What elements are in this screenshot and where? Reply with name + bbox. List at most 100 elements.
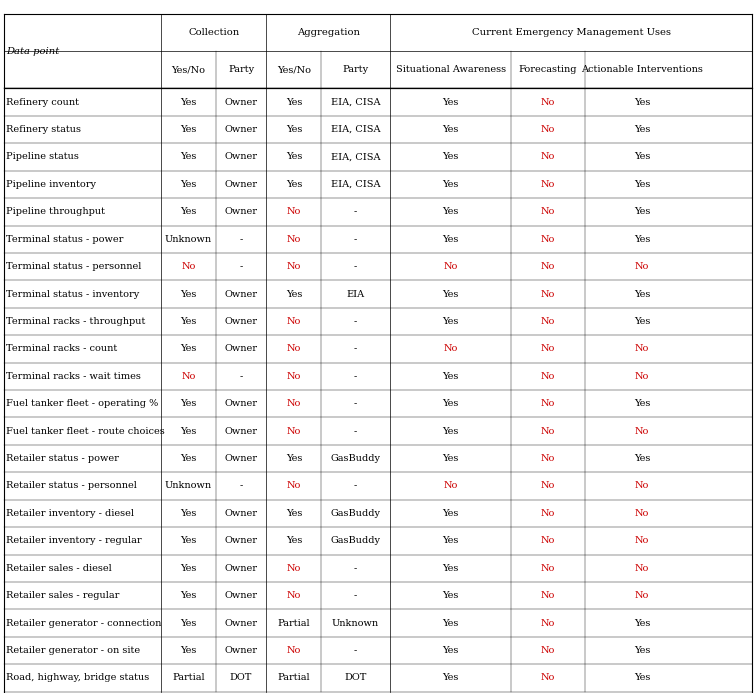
Text: No: No <box>635 591 649 600</box>
Text: Yes: Yes <box>634 290 650 299</box>
Text: Yes: Yes <box>180 207 197 216</box>
Text: Retailer status - power: Retailer status - power <box>6 454 119 463</box>
Text: Yes: Yes <box>442 235 459 244</box>
Text: Owner: Owner <box>225 290 258 299</box>
Text: Yes: Yes <box>442 646 459 655</box>
Text: Owner: Owner <box>225 180 258 189</box>
Text: No: No <box>635 482 649 491</box>
Text: No: No <box>287 235 301 244</box>
Text: No: No <box>635 509 649 518</box>
Text: No: No <box>181 262 196 271</box>
Text: No: No <box>541 674 555 683</box>
Text: Yes: Yes <box>286 98 302 107</box>
Text: Aggregation: Aggregation <box>296 28 360 37</box>
Text: Yes: Yes <box>180 536 197 545</box>
Text: Yes: Yes <box>442 125 459 134</box>
Text: No: No <box>541 262 555 271</box>
Text: No: No <box>541 317 555 326</box>
Text: -: - <box>240 372 243 381</box>
Text: Retailer generator - connection: Retailer generator - connection <box>6 619 162 628</box>
Text: Yes: Yes <box>442 98 459 107</box>
Text: No: No <box>541 454 555 463</box>
Text: Party: Party <box>342 65 369 74</box>
Text: Yes: Yes <box>442 563 459 572</box>
Text: Yes: Yes <box>180 399 197 408</box>
Text: Owner: Owner <box>225 344 258 353</box>
Text: No: No <box>635 563 649 572</box>
Text: Yes: Yes <box>634 674 650 683</box>
Text: No: No <box>287 646 301 655</box>
Text: EIA, CISA: EIA, CISA <box>331 125 380 134</box>
Text: GasBuddy: GasBuddy <box>330 509 380 518</box>
Text: No: No <box>541 125 555 134</box>
Text: No: No <box>287 399 301 408</box>
Text: Yes: Yes <box>442 372 459 381</box>
Text: Fuel tanker fleet - operating %: Fuel tanker fleet - operating % <box>6 399 158 408</box>
Text: Terminal racks - wait times: Terminal racks - wait times <box>6 372 141 381</box>
Text: Yes: Yes <box>180 98 197 107</box>
Text: Owner: Owner <box>225 207 258 216</box>
Text: Terminal status - personnel: Terminal status - personnel <box>6 262 141 271</box>
Text: Yes: Yes <box>634 619 650 628</box>
Text: Pipeline throughput: Pipeline throughput <box>6 207 105 216</box>
Text: Yes: Yes <box>634 125 650 134</box>
Text: No: No <box>541 399 555 408</box>
Text: Current Emergency Management Uses: Current Emergency Management Uses <box>472 28 671 37</box>
Text: Yes: Yes <box>442 674 459 683</box>
Text: No: No <box>287 344 301 353</box>
Text: Retailer status - personnel: Retailer status - personnel <box>6 482 137 491</box>
Text: EIA, CISA: EIA, CISA <box>331 152 380 161</box>
Text: No: No <box>287 207 301 216</box>
Text: Yes: Yes <box>286 152 302 161</box>
Text: DOT: DOT <box>230 674 253 683</box>
Text: Terminal racks - count: Terminal racks - count <box>6 344 117 353</box>
Text: Collection: Collection <box>188 28 240 37</box>
Text: Yes: Yes <box>634 235 650 244</box>
Text: Party: Party <box>228 65 254 74</box>
Text: Retailer inventory - diesel: Retailer inventory - diesel <box>6 509 134 518</box>
Text: No: No <box>541 235 555 244</box>
Text: No: No <box>635 262 649 271</box>
Text: Yes: Yes <box>634 399 650 408</box>
Text: No: No <box>541 536 555 545</box>
Text: Owner: Owner <box>225 454 258 463</box>
Text: Unknown: Unknown <box>165 482 212 491</box>
Text: Owner: Owner <box>225 509 258 518</box>
Text: Refinery count: Refinery count <box>6 98 79 107</box>
Text: -: - <box>354 372 357 381</box>
Text: Yes: Yes <box>180 152 197 161</box>
Text: Yes: Yes <box>442 152 459 161</box>
Text: Owner: Owner <box>225 563 258 572</box>
Text: Yes: Yes <box>180 290 197 299</box>
Text: Yes: Yes <box>286 536 302 545</box>
Text: No: No <box>444 482 458 491</box>
Text: -: - <box>354 646 357 655</box>
Text: Owner: Owner <box>225 427 258 436</box>
Text: No: No <box>541 207 555 216</box>
Text: Yes: Yes <box>180 427 197 436</box>
Text: Situational Awareness: Situational Awareness <box>395 65 506 74</box>
Text: No: No <box>541 509 555 518</box>
Text: Yes: Yes <box>442 509 459 518</box>
Text: Yes: Yes <box>634 207 650 216</box>
Text: Owner: Owner <box>225 98 258 107</box>
Text: Pipeline inventory: Pipeline inventory <box>6 180 96 189</box>
Text: -: - <box>354 591 357 600</box>
Text: No: No <box>541 344 555 353</box>
Text: EIA, CISA: EIA, CISA <box>331 180 380 189</box>
Text: Actionable Interventions: Actionable Interventions <box>581 65 703 74</box>
Text: -: - <box>354 262 357 271</box>
Text: -: - <box>354 207 357 216</box>
Text: Owner: Owner <box>225 646 258 655</box>
Text: Forecasting: Forecasting <box>519 65 577 74</box>
Text: No: No <box>287 317 301 326</box>
Text: Yes: Yes <box>634 180 650 189</box>
Text: No: No <box>541 591 555 600</box>
Text: Road, highway, bridge status: Road, highway, bridge status <box>6 674 149 683</box>
Text: EIA, CISA: EIA, CISA <box>331 98 380 107</box>
Text: Unknown: Unknown <box>332 619 379 628</box>
Text: GasBuddy: GasBuddy <box>330 536 380 545</box>
Text: No: No <box>541 372 555 381</box>
Text: Yes: Yes <box>442 290 459 299</box>
Text: Partial: Partial <box>172 674 205 683</box>
